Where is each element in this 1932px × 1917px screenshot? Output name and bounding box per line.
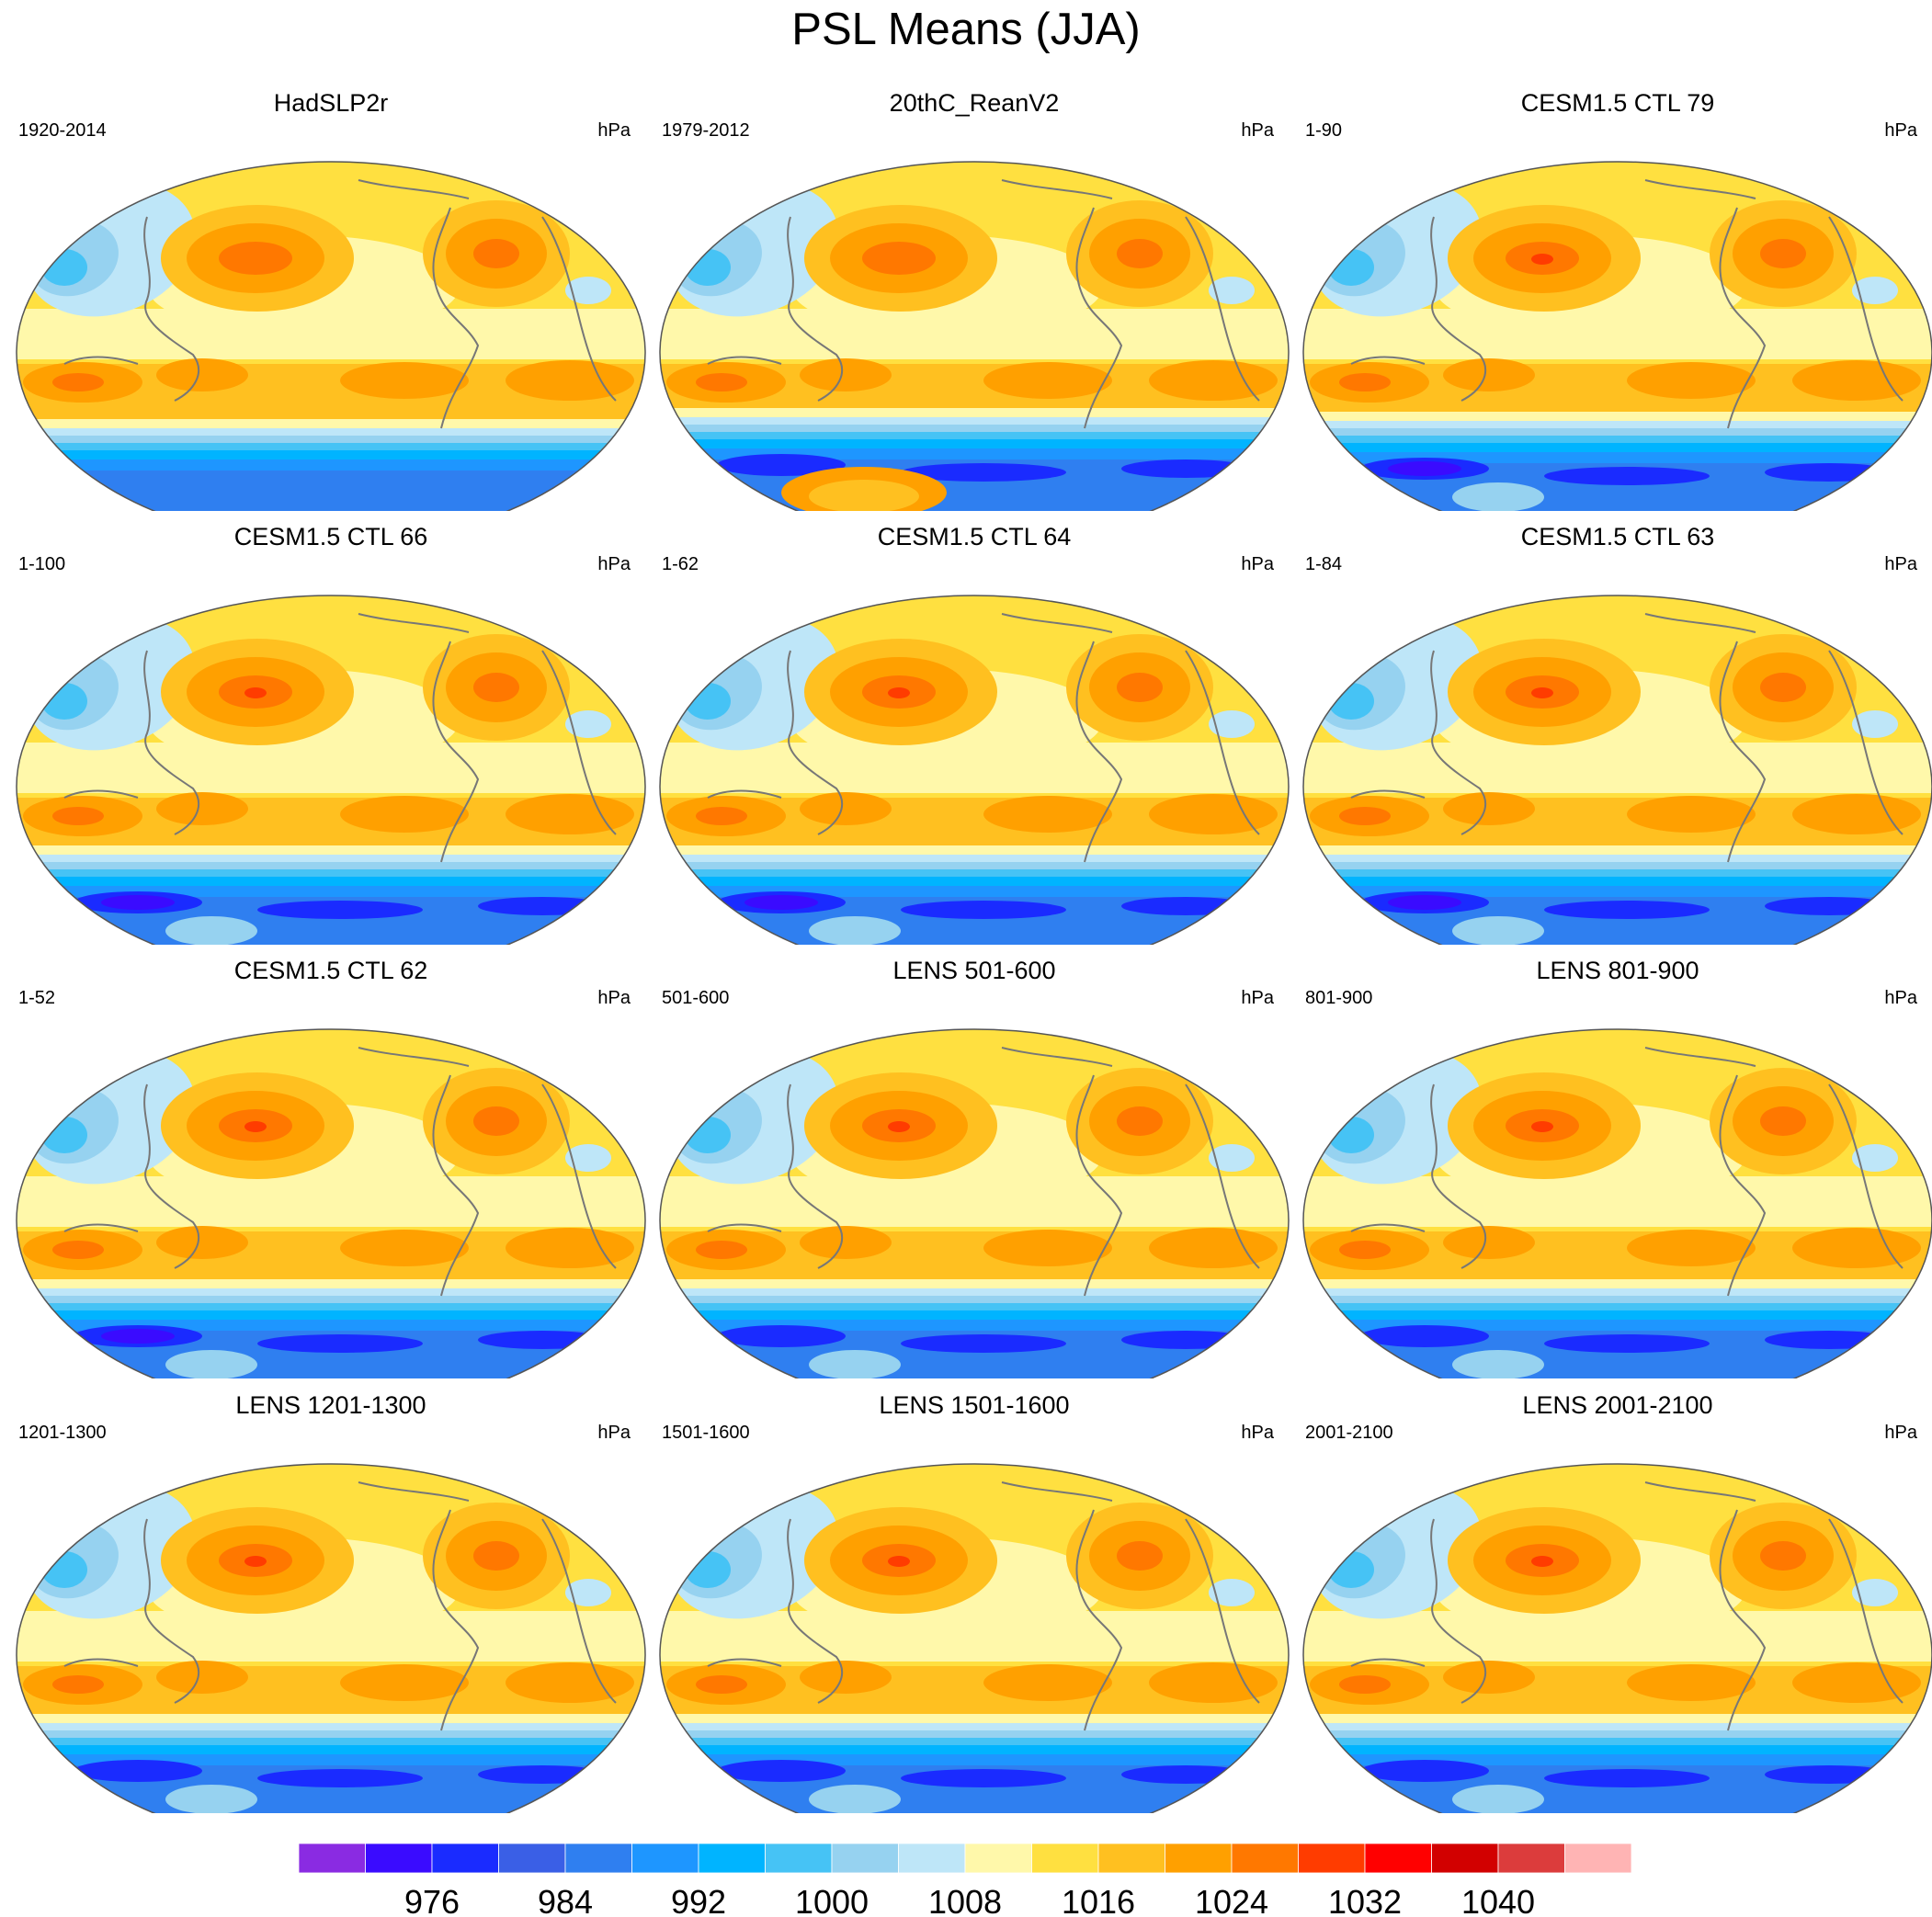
map-panel: LENS 1501-1600 1501-1600 hPa	[653, 1390, 1296, 1813]
panel-period: 1920-2014	[18, 120, 107, 141]
map-panel: LENS 2001-2100 2001-2100 hPa	[1296, 1390, 1932, 1813]
psl-map	[16, 1028, 646, 1378]
panel-units: hPa	[1241, 120, 1274, 141]
panel-units: hPa	[597, 1423, 631, 1443]
panel-period: 1201-1300	[18, 1423, 107, 1443]
panel-units: hPa	[1884, 554, 1917, 574]
panel-period: 1-52	[18, 988, 56, 1008]
colorbar-tick-label: 992	[671, 1883, 726, 1917]
panel-period: 1-62	[662, 554, 699, 574]
psl-map	[1302, 595, 1932, 945]
panel-period: 1-90	[1305, 120, 1343, 141]
psl-map	[1302, 1028, 1932, 1378]
map-panel: LENS 501-600 501-600 hPa	[653, 956, 1296, 1378]
colorbar-swatch	[964, 1843, 1032, 1874]
map-panel: HadSLP2r 1920-2014 hPa	[9, 88, 653, 511]
panel-title: CESM1.5 CTL 66	[233, 523, 428, 550]
colorbar-swatch	[831, 1843, 899, 1874]
panel-title: CESM1.5 CTL 64	[877, 523, 1072, 550]
colorbar-swatch	[431, 1843, 499, 1874]
panel-title: HadSLP2r	[273, 89, 389, 117]
colorbar-swatch	[1231, 1843, 1299, 1874]
colorbar-swatch	[1364, 1843, 1432, 1874]
panel-title: LENS 1501-1600	[879, 1391, 1070, 1419]
figure-title: PSL Means (JJA)	[791, 5, 1141, 54]
panel-title: LENS 1201-1300	[235, 1391, 426, 1419]
map-panel: CESM1.5 CTL 63 1-84 hPa	[1296, 522, 1932, 945]
colorbar-tick-label: 976	[404, 1883, 460, 1917]
panel-title: CESM1.5 CTL 62	[233, 957, 428, 984]
panel-title: CESM1.5 CTL 79	[1520, 89, 1715, 117]
colorbar-swatch	[765, 1843, 833, 1874]
panel-units: hPa	[597, 120, 631, 141]
colorbar-swatch	[1564, 1843, 1632, 1874]
panel-period: 2001-2100	[1305, 1423, 1393, 1443]
psl-map	[659, 1028, 1290, 1378]
colorbar-tick-label: 984	[538, 1883, 593, 1917]
map-panel: CESM1.5 CTL 79 1-90 hPa	[1296, 88, 1932, 511]
colorbar-tick-label: 1000	[795, 1883, 869, 1917]
psl-map	[16, 595, 646, 945]
colorbar-swatch	[498, 1843, 566, 1874]
panel-period: 801-900	[1305, 988, 1373, 1008]
colorbar-swatch	[1165, 1843, 1233, 1874]
panel-title: LENS 2001-2100	[1522, 1391, 1713, 1419]
panel-period: 501-600	[662, 988, 730, 1008]
colorbar-swatch	[1031, 1843, 1099, 1874]
colorbar-swatch	[1097, 1843, 1165, 1874]
psl-map	[659, 595, 1290, 945]
colorbar-swatch	[1431, 1843, 1499, 1874]
colorbar-swatch	[631, 1843, 699, 1874]
psl-map	[659, 1463, 1290, 1813]
map-panel: CESM1.5 CTL 66 1-100 hPa	[9, 522, 653, 945]
panel-units: hPa	[597, 988, 631, 1008]
panel-units: hPa	[1241, 554, 1274, 574]
panel-units: hPa	[1884, 120, 1917, 141]
colorbar-swatch	[298, 1843, 366, 1874]
panel-units: hPa	[1884, 988, 1917, 1008]
colorbar-swatch	[365, 1843, 433, 1874]
panel-period: 1979-2012	[662, 120, 750, 141]
map-panel: LENS 1201-1300 1201-1300 hPa	[9, 1390, 653, 1813]
psl-map	[659, 161, 1290, 511]
map-panel: CESM1.5 CTL 62 1-52 hPa	[9, 956, 653, 1378]
colorbar-tick-label: 1040	[1461, 1883, 1535, 1917]
colorbar-swatch	[1497, 1843, 1565, 1874]
colorbar-tick-label: 1016	[1062, 1883, 1135, 1917]
psl-map	[1302, 161, 1932, 511]
panel-title: 20thC_ReanV2	[889, 89, 1060, 117]
psl-map	[16, 161, 646, 511]
panel-period: 1-84	[1305, 554, 1343, 574]
colorbar-tick-label: 1008	[928, 1883, 1002, 1917]
panel-title: LENS 801-900	[1536, 957, 1699, 984]
panel-units: hPa	[1241, 1423, 1274, 1443]
colorbar-swatch	[564, 1843, 632, 1874]
panel-period: 1-100	[18, 554, 66, 574]
colorbar-tick-label: 1024	[1195, 1883, 1268, 1917]
panel-title: LENS 501-600	[892, 957, 1056, 984]
panel-title: CESM1.5 CTL 63	[1520, 523, 1715, 550]
map-panel: 20thC_ReanV2 1979-2012 hPa	[653, 88, 1296, 511]
panel-units: hPa	[1241, 988, 1274, 1008]
psl-map	[1302, 1463, 1932, 1813]
panel-units: hPa	[1884, 1423, 1917, 1443]
panel-period: 1501-1600	[662, 1423, 750, 1443]
colorbar-swatch	[1298, 1843, 1366, 1874]
psl-map	[16, 1463, 646, 1813]
colorbar-swatch	[898, 1843, 966, 1874]
map-panel: LENS 801-900 801-900 hPa	[1296, 956, 1932, 1378]
panel-units: hPa	[597, 554, 631, 574]
map-panel: CESM1.5 CTL 64 1-62 hPa	[653, 522, 1296, 945]
colorbar-swatch	[698, 1843, 766, 1874]
colorbar-tick-label: 1032	[1328, 1883, 1402, 1917]
